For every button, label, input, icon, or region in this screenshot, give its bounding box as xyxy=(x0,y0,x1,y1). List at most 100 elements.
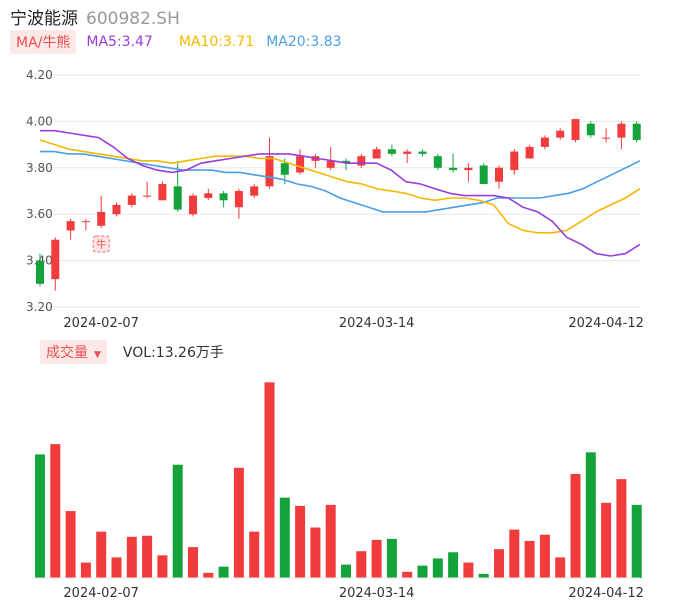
price-x-tick-label: 2024-02-07 xyxy=(63,316,139,331)
ma20-label: MA20:3.83 xyxy=(266,34,342,50)
bull-badge-label: 牛 xyxy=(96,238,106,251)
volume-toggle-button[interactable]: 成交量 ▼ xyxy=(40,340,107,364)
candle-body xyxy=(525,146,534,159)
stock-code: 600982.SH xyxy=(86,9,180,29)
volume-bar xyxy=(494,549,504,578)
candle-body xyxy=(464,167,473,171)
candle-body xyxy=(51,239,60,280)
candle-body xyxy=(326,160,335,168)
stock-header: 宁波能源 600982.SH xyxy=(10,4,180,29)
volume-bar xyxy=(448,552,459,578)
volume-bar xyxy=(539,534,550,578)
candle-body xyxy=(357,156,366,166)
volume-bar xyxy=(188,547,198,578)
volume-bar xyxy=(555,557,566,578)
volume-bar xyxy=(631,504,642,578)
volume-bar xyxy=(203,572,214,578)
volume-bar xyxy=(126,536,137,578)
price-y-tick-label: 3.60 xyxy=(26,207,53,221)
candle-body xyxy=(342,160,350,164)
volume-bar xyxy=(80,562,91,578)
candle-body xyxy=(173,186,182,210)
candle-body xyxy=(571,119,580,140)
candle-body xyxy=(189,195,197,215)
volume-bar xyxy=(50,444,61,578)
candle-body xyxy=(632,123,641,140)
volume-bar xyxy=(478,573,489,578)
volume-bar xyxy=(218,566,229,578)
volume-bar xyxy=(509,529,520,578)
candle-body xyxy=(495,167,503,182)
volume-bar xyxy=(249,531,260,578)
candle-body xyxy=(36,260,44,284)
price-y-tick-label: 4.00 xyxy=(26,114,53,128)
volume-bar xyxy=(570,473,581,578)
candle-body xyxy=(602,137,611,139)
volume-bar xyxy=(111,557,122,578)
candle-body xyxy=(143,195,152,197)
volume-bar xyxy=(264,382,275,578)
candle-body xyxy=(204,193,213,198)
volume-bar xyxy=(96,531,107,578)
bull-badge-icon xyxy=(92,235,110,253)
volume-x-tick-label: 2024-02-07 xyxy=(63,586,139,601)
volume-value: VOL:13.26万手 xyxy=(122,345,224,361)
candle-body xyxy=(97,211,106,226)
candle-body xyxy=(66,221,75,231)
volume-bar xyxy=(432,558,443,578)
ma-legend: MA/牛熊 MA5:3.47 MA10:3.71 MA20:3.83 xyxy=(10,30,342,54)
volume-bar xyxy=(524,540,535,578)
volume-bar xyxy=(417,565,428,578)
stock-name: 宁波能源 xyxy=(10,9,78,29)
candle-body xyxy=(158,184,167,201)
candle-body xyxy=(280,163,289,175)
ma10-line xyxy=(39,139,641,234)
price-y-tick-label: 4.20 xyxy=(26,68,53,82)
ma10-label: MA10:3.71 xyxy=(178,34,255,50)
volume-bar xyxy=(310,527,321,578)
candle-body xyxy=(265,156,274,187)
volume-bar xyxy=(585,452,596,578)
volume-bar xyxy=(172,464,183,578)
price-y-tick-label: 3.80 xyxy=(26,161,53,175)
volume-bar xyxy=(371,539,382,578)
volume-bar xyxy=(35,454,45,578)
price-x-tick-label: 2024-04-12 xyxy=(568,316,644,331)
candle-body xyxy=(418,151,427,154)
candle-body xyxy=(510,151,519,171)
candle-body xyxy=(112,204,121,215)
volume-bar xyxy=(65,511,76,578)
volume-bar xyxy=(386,538,397,578)
chevron-down-icon: ▼ xyxy=(94,350,101,360)
candle-body xyxy=(127,195,136,205)
price-x-tick-label: 2024-03-14 xyxy=(339,316,415,331)
candle-body xyxy=(617,123,626,138)
ma-toggle-button[interactable]: MA/牛熊 xyxy=(10,30,77,54)
volume-bar xyxy=(341,564,351,578)
candle-body xyxy=(250,186,259,196)
candle-body xyxy=(296,156,305,173)
volume-bar xyxy=(279,497,290,578)
candle-body xyxy=(479,165,488,185)
volume-bar xyxy=(402,571,413,578)
ma5-label: MA5:3.47 xyxy=(86,34,153,50)
candle-body xyxy=(387,149,396,154)
volume-bar xyxy=(142,535,153,578)
volume-x-tick-label: 2024-03-14 xyxy=(339,586,415,601)
ma20-line xyxy=(40,150,641,213)
volume-bar xyxy=(356,551,367,578)
volume-bar xyxy=(616,479,627,578)
candle-body xyxy=(219,193,228,201)
candle-body xyxy=(234,191,243,208)
candle-body xyxy=(403,151,412,154)
volume-bar xyxy=(157,555,168,578)
volume-bar xyxy=(325,504,336,578)
price-y-tick-label: 3.20 xyxy=(26,300,53,314)
volume-bar xyxy=(295,505,306,578)
volume-bar xyxy=(233,467,244,578)
candle-body xyxy=(372,149,381,159)
volume-x-tick-label: 2024-04-12 xyxy=(568,586,644,601)
candle-body xyxy=(586,123,595,136)
volume-bar xyxy=(463,562,474,578)
